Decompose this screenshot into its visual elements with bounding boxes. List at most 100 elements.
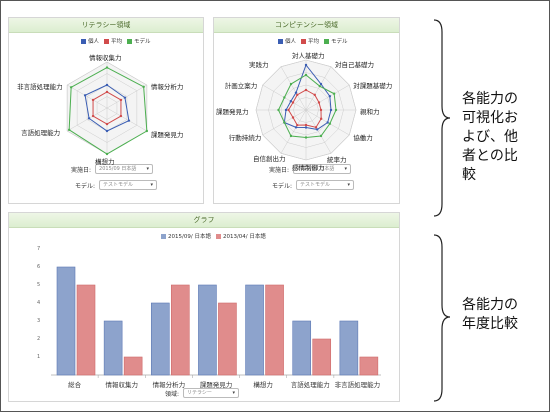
graph-legend-item[interactable]: 2013/04/ 日本語 xyxy=(215,232,266,240)
radar-point xyxy=(289,100,293,103)
radar-point xyxy=(319,108,323,112)
callout-bottom: 各能力の 年度比較 xyxy=(462,296,518,334)
literacy-model-select[interactable]: テストモデル ▾ xyxy=(99,180,158,190)
competency-legend-item[interactable]: 個人 xyxy=(278,37,296,45)
legend-label: モデル xyxy=(331,39,348,45)
radar-spoke xyxy=(305,66,332,111)
bar xyxy=(198,284,217,376)
y-tick-label: 2 xyxy=(37,336,41,342)
competency-legend: 個人 平均 モデル xyxy=(278,37,348,45)
y-tick-label: 7 xyxy=(37,246,41,252)
literacy-legend: 個人 平均 モデル xyxy=(81,37,151,45)
legend-label: 2013/04/ 日本語 xyxy=(222,234,266,240)
competency-date-select[interactable]: 2015/09 日本語 ▾ xyxy=(293,164,352,174)
competency-date-value: 2015/09 日本語 xyxy=(297,166,335,172)
callout-line: 各能力の xyxy=(462,91,518,107)
competency-legend-item[interactable]: モデル xyxy=(324,37,348,45)
literacy-date-value: 2015/09 日本語 xyxy=(99,166,137,172)
radar-point xyxy=(296,93,299,97)
literacy-date-row: 実施日: 2015/09 日本語 ▾ xyxy=(71,164,154,174)
bar xyxy=(218,302,237,376)
radar-point xyxy=(319,134,323,138)
legend-swatch xyxy=(81,38,86,44)
legend-label: 平均 xyxy=(308,39,320,45)
radar-point xyxy=(289,134,293,138)
radar-axis-label: 課題発見力 xyxy=(216,108,249,116)
x-tick-label: 言語処理能力 xyxy=(290,381,330,389)
callout-line: 較 xyxy=(462,167,476,183)
literacy-date-select[interactable]: 2015/09 日本語 ▾ xyxy=(95,164,154,174)
legend-label: 平均 xyxy=(111,39,123,45)
radar-point xyxy=(142,85,145,89)
radar-point xyxy=(105,90,109,94)
graph-panel: グラフ 2015/09/ 日本語 2013/04/ 日本語 領域: リテラシー ▾… xyxy=(8,212,400,402)
radar-point xyxy=(145,129,149,133)
radar-spoke xyxy=(67,107,108,132)
literacy-panel: リテラシー領域 個人 平均 モデル 実施日: 2015/09 日本語 ▾ モデル: … xyxy=(8,17,204,204)
callout-top: 各能力の 可視化お よび、他 者との比較 xyxy=(462,90,518,185)
x-tick-label: 課題発見力 xyxy=(199,381,233,389)
legend-swatch xyxy=(301,38,307,44)
legend-swatch xyxy=(215,233,221,239)
competency-model-select[interactable]: テストモデル ▾ xyxy=(296,180,355,190)
radar-spoke xyxy=(305,84,350,111)
radar-spoke xyxy=(280,66,307,111)
chevron-down-icon: ▾ xyxy=(347,182,351,188)
radar-axis-label: 課題発見力 xyxy=(150,131,184,139)
radar-point xyxy=(291,101,295,104)
radar-point xyxy=(317,101,321,104)
chevron-down-icon: ▾ xyxy=(150,182,154,188)
literacy-model-row: モデル: テストモデル ▾ xyxy=(75,180,158,190)
graph-legend-item[interactable]: 2015/09/ 日本語 xyxy=(161,232,211,240)
radar-point xyxy=(304,63,308,67)
literacy-legend-item[interactable]: 平均 xyxy=(104,37,122,45)
bottom-brace xyxy=(433,234,451,402)
callout-line: 可視化お xyxy=(462,110,518,126)
competency-model-value: テストモデル xyxy=(300,182,331,188)
radar-axis-label: 親和力 xyxy=(360,108,380,116)
radar-point xyxy=(91,114,95,118)
radar-point xyxy=(87,117,91,120)
radar-axis-label: 統率力 xyxy=(327,156,347,165)
competency-panel-title: コンピテンシー領域 xyxy=(214,18,399,33)
chevron-down-icon: ▾ xyxy=(232,390,236,396)
radar-point xyxy=(313,93,316,97)
radar-point xyxy=(304,123,308,127)
radar-spoke xyxy=(106,84,147,109)
competency-legend-item[interactable]: 平均 xyxy=(301,37,319,45)
bar xyxy=(150,302,170,376)
competency-panel: コンピテンシー領域 個人 平均 モデル 実施日: 2015/09 日本語 ▾ モデル… xyxy=(213,17,400,204)
x-tick-label: 非言語処理能力 xyxy=(334,381,381,389)
radar-point xyxy=(304,126,308,129)
radar-spoke xyxy=(305,109,332,154)
y-tick-label: 1 xyxy=(37,354,41,360)
y-tick-label: 6 xyxy=(37,264,41,270)
x-tick-label: 情報分析力 xyxy=(152,381,186,389)
callout-line: 年度比較 xyxy=(462,316,518,332)
graph-field-select[interactable]: リテラシー ▾ xyxy=(183,388,240,398)
radar-point xyxy=(328,95,332,98)
radar-point xyxy=(284,108,288,112)
bar xyxy=(123,356,143,376)
legend-swatch xyxy=(127,38,133,44)
literacy-legend-item[interactable]: 個人 xyxy=(81,37,99,45)
legend-label: 個人 xyxy=(88,39,100,45)
literacy-model-label: モデル: xyxy=(75,182,96,190)
radar-axis-label: 自信創出力 xyxy=(253,155,286,164)
literacy-legend-item[interactable]: モデル xyxy=(127,37,151,45)
radar-point xyxy=(277,108,280,112)
radar-point xyxy=(314,126,318,129)
radar-point xyxy=(329,108,333,112)
radar-point xyxy=(291,116,295,119)
radar-point xyxy=(283,96,286,99)
radar-point xyxy=(67,128,71,132)
legend-label: 2015/09/ 日本語 xyxy=(168,234,211,240)
legend-label: モデル xyxy=(134,39,151,45)
bar xyxy=(245,284,264,376)
legend-swatch xyxy=(104,38,110,44)
competency-model-label: モデル: xyxy=(272,182,293,190)
graph-field-label: 領域: xyxy=(165,390,180,398)
radar-point xyxy=(119,98,123,102)
radar-point xyxy=(332,92,336,95)
x-tick-label: 構想力 xyxy=(253,381,273,389)
